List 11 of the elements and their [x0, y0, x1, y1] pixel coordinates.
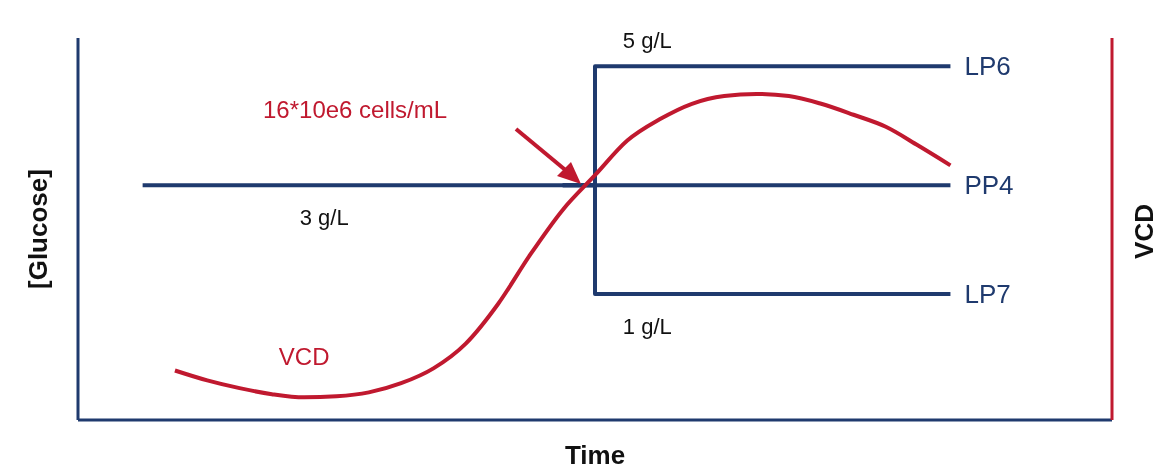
x-axis-title: Time — [564, 440, 626, 470]
annotation: 1 g/L — [622, 314, 672, 340]
series-label: PP4 — [964, 170, 1014, 201]
series-label: LP7 — [964, 279, 1011, 310]
series-label: VCD — [278, 343, 330, 371]
annotation: 16*10e6 cells/mL — [263, 96, 448, 124]
annotation: 3 g/L — [299, 205, 349, 231]
series-label: LP6 — [964, 51, 1011, 82]
annotation: 5 g/L — [622, 28, 672, 54]
y2-axis-title: VCD — [1129, 204, 1160, 259]
y-axis-title: [Glucose] — [23, 169, 54, 289]
